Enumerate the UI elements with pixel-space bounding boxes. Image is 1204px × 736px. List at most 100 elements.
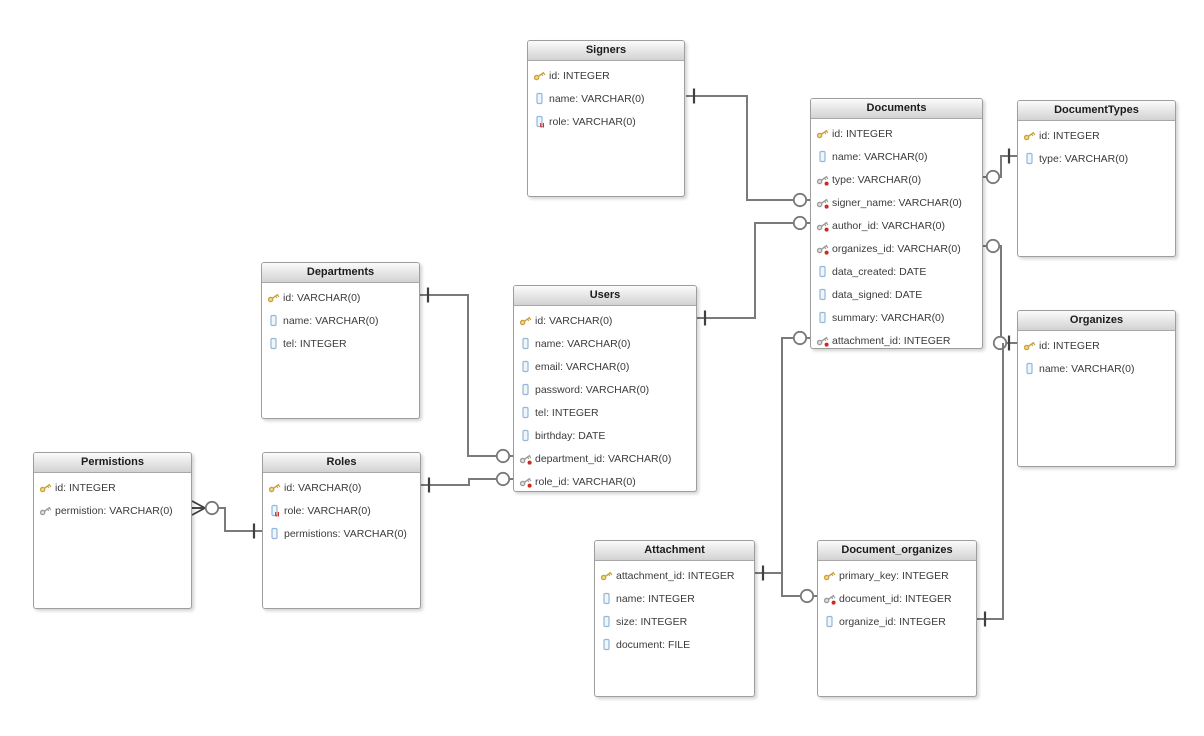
connection-document-organizes-organizes[interactable]: [977, 343, 1004, 627]
field-label: permistion: VARCHAR(0): [55, 504, 173, 517]
unique-index-icon: u: [268, 504, 281, 517]
connection-roles-users[interactable]: [421, 471, 513, 493]
table-roles[interactable]: Roles id: VARCHAR(0) u role: VARCHAR(0) perm…: [262, 452, 421, 609]
field-row: organize_id: INTEGER: [818, 610, 976, 633]
table-organizes[interactable]: Organizes id: INTEGER name: VARCHAR(0): [1017, 310, 1176, 467]
table-header-document_organizes[interactable]: Document_organizes: [818, 541, 976, 561]
field-row: id: INTEGER: [34, 476, 191, 499]
field-row: primary_key: INTEGER: [818, 564, 976, 587]
table-attachment[interactable]: Attachment attachment_id: INTEGER name: IN…: [594, 540, 755, 697]
column-icon: [519, 429, 532, 442]
field-label: signer_name: VARCHAR(0): [832, 196, 962, 209]
cardinality-zero-marker: [985, 238, 1001, 254]
field-row: summary: VARCHAR(0): [811, 306, 982, 329]
column-icon: [267, 314, 280, 327]
field-row: id: VARCHAR(0): [262, 286, 419, 309]
table-title: Documents: [866, 102, 927, 114]
relationship-line[interactable]: [686, 95, 810, 201]
cardinality-zero-marker: [495, 448, 511, 464]
cardinality-many-marker: [191, 500, 206, 509]
field-row: tel: INTEGER: [514, 401, 696, 424]
table-document_organizes[interactable]: Document_organizes primary_key: INTEGER do…: [817, 540, 977, 697]
column-icon: [533, 92, 546, 105]
table-body-documenttypes: id: INTEGER type: VARCHAR(0): [1018, 121, 1175, 170]
table-departments[interactable]: Departments id: VARCHAR(0) name: VARCHAR(0…: [261, 262, 420, 419]
foreign-key-icon: [823, 592, 836, 605]
foreign-key-icon: [816, 173, 829, 186]
svg-text:u: u: [275, 510, 280, 517]
cardinality-many-marker: [191, 507, 206, 516]
table-header-roles[interactable]: Roles: [263, 453, 420, 473]
field-row: data_signed: DATE: [811, 283, 982, 306]
table-documents[interactable]: Documents id: INTEGER name: VARCHAR(0) type…: [810, 98, 983, 349]
foreign-key-icon: [519, 452, 532, 465]
field-label: document_id: INTEGER: [839, 592, 952, 605]
column-icon: [823, 615, 836, 628]
table-header-permistions[interactable]: Permistions: [34, 453, 191, 473]
table-title: Attachment: [644, 544, 705, 556]
foreign-key-icon: [816, 196, 829, 209]
relationship-line[interactable]: [755, 337, 810, 574]
table-header-documents[interactable]: Documents: [811, 99, 982, 119]
relationship-line[interactable]: [192, 507, 262, 532]
connection-attachment-documents[interactable]: [755, 330, 810, 581]
primary-key-icon: [533, 69, 546, 82]
connection-signers-documents[interactable]: [686, 88, 810, 208]
table-title: Organizes: [1069, 314, 1124, 326]
primary-key-icon: [267, 291, 280, 304]
primary-key-icon: [1023, 129, 1036, 142]
relationship-line[interactable]: [977, 343, 1004, 620]
field-label: type: VARCHAR(0): [1039, 152, 1129, 165]
column-icon: [268, 527, 281, 540]
column-icon: [816, 150, 829, 163]
table-title: Users: [589, 289, 621, 301]
table-title: DocumentTypes: [1054, 104, 1139, 116]
table-body-document_organizes: primary_key: INTEGER document_id: INTEGER…: [818, 561, 976, 633]
field-row: data_created: DATE: [811, 260, 982, 283]
connection-users-documents[interactable]: [697, 215, 810, 326]
relationship-line[interactable]: [983, 245, 1017, 344]
column-icon: [816, 311, 829, 324]
relationship-line[interactable]: [420, 294, 513, 457]
table-documenttypes[interactable]: DocumentTypes id: INTEGER type: VARCHAR(0): [1017, 100, 1176, 257]
connection-documents-documenttypes[interactable]: [983, 148, 1017, 185]
field-label: id: VARCHAR(0): [284, 481, 362, 494]
table-header-departments[interactable]: Departments: [262, 263, 419, 283]
table-title: Permistions: [81, 456, 144, 468]
field-label: department_id: VARCHAR(0): [535, 452, 672, 465]
table-permistions[interactable]: Permistions id: INTEGER permistion: VARCHA…: [33, 452, 192, 609]
primary-key-icon: [816, 127, 829, 140]
relationship-line[interactable]: [697, 222, 810, 319]
field-label: attachment_id: INTEGER: [832, 334, 951, 347]
connection-permistions-roles[interactable]: [191, 500, 262, 539]
foreign-key-icon: [816, 219, 829, 232]
field-row: department_id: VARCHAR(0): [514, 447, 696, 470]
connection-attachment-document-organizes[interactable]: [781, 573, 817, 604]
table-signers[interactable]: Signers id: INTEGER name: VARCHAR(0) u role:…: [527, 40, 685, 197]
table-users[interactable]: Users id: VARCHAR(0) name: VARCHAR(0) email…: [513, 285, 697, 492]
primary-key-icon: [39, 481, 52, 494]
foreign-key-icon: [816, 242, 829, 255]
relationship-line[interactable]: [421, 478, 513, 486]
table-header-users[interactable]: Users: [514, 286, 696, 306]
field-label: id: INTEGER: [832, 127, 893, 140]
field-row: author_id: VARCHAR(0): [811, 214, 982, 237]
field-label: id: VARCHAR(0): [535, 314, 613, 327]
connection-documents-organizes[interactable]: [983, 238, 1017, 351]
table-header-organizes[interactable]: Organizes: [1018, 311, 1175, 331]
connection-departments-users[interactable]: [420, 287, 513, 464]
field-row: name: VARCHAR(0): [514, 332, 696, 355]
table-header-documenttypes[interactable]: DocumentTypes: [1018, 101, 1175, 121]
table-body-permistions: id: INTEGER permistion: VARCHAR(0): [34, 473, 191, 522]
table-header-signers[interactable]: Signers: [528, 41, 684, 61]
column-icon: [816, 288, 829, 301]
table-header-attachment[interactable]: Attachment: [595, 541, 754, 561]
field-label: name: VARCHAR(0): [283, 314, 379, 327]
foreign-key-icon: [816, 334, 829, 347]
field-label: type: VARCHAR(0): [832, 173, 922, 186]
field-row: password: VARCHAR(0): [514, 378, 696, 401]
cardinality-zero-marker: [204, 500, 220, 516]
field-row: id: VARCHAR(0): [263, 476, 420, 499]
